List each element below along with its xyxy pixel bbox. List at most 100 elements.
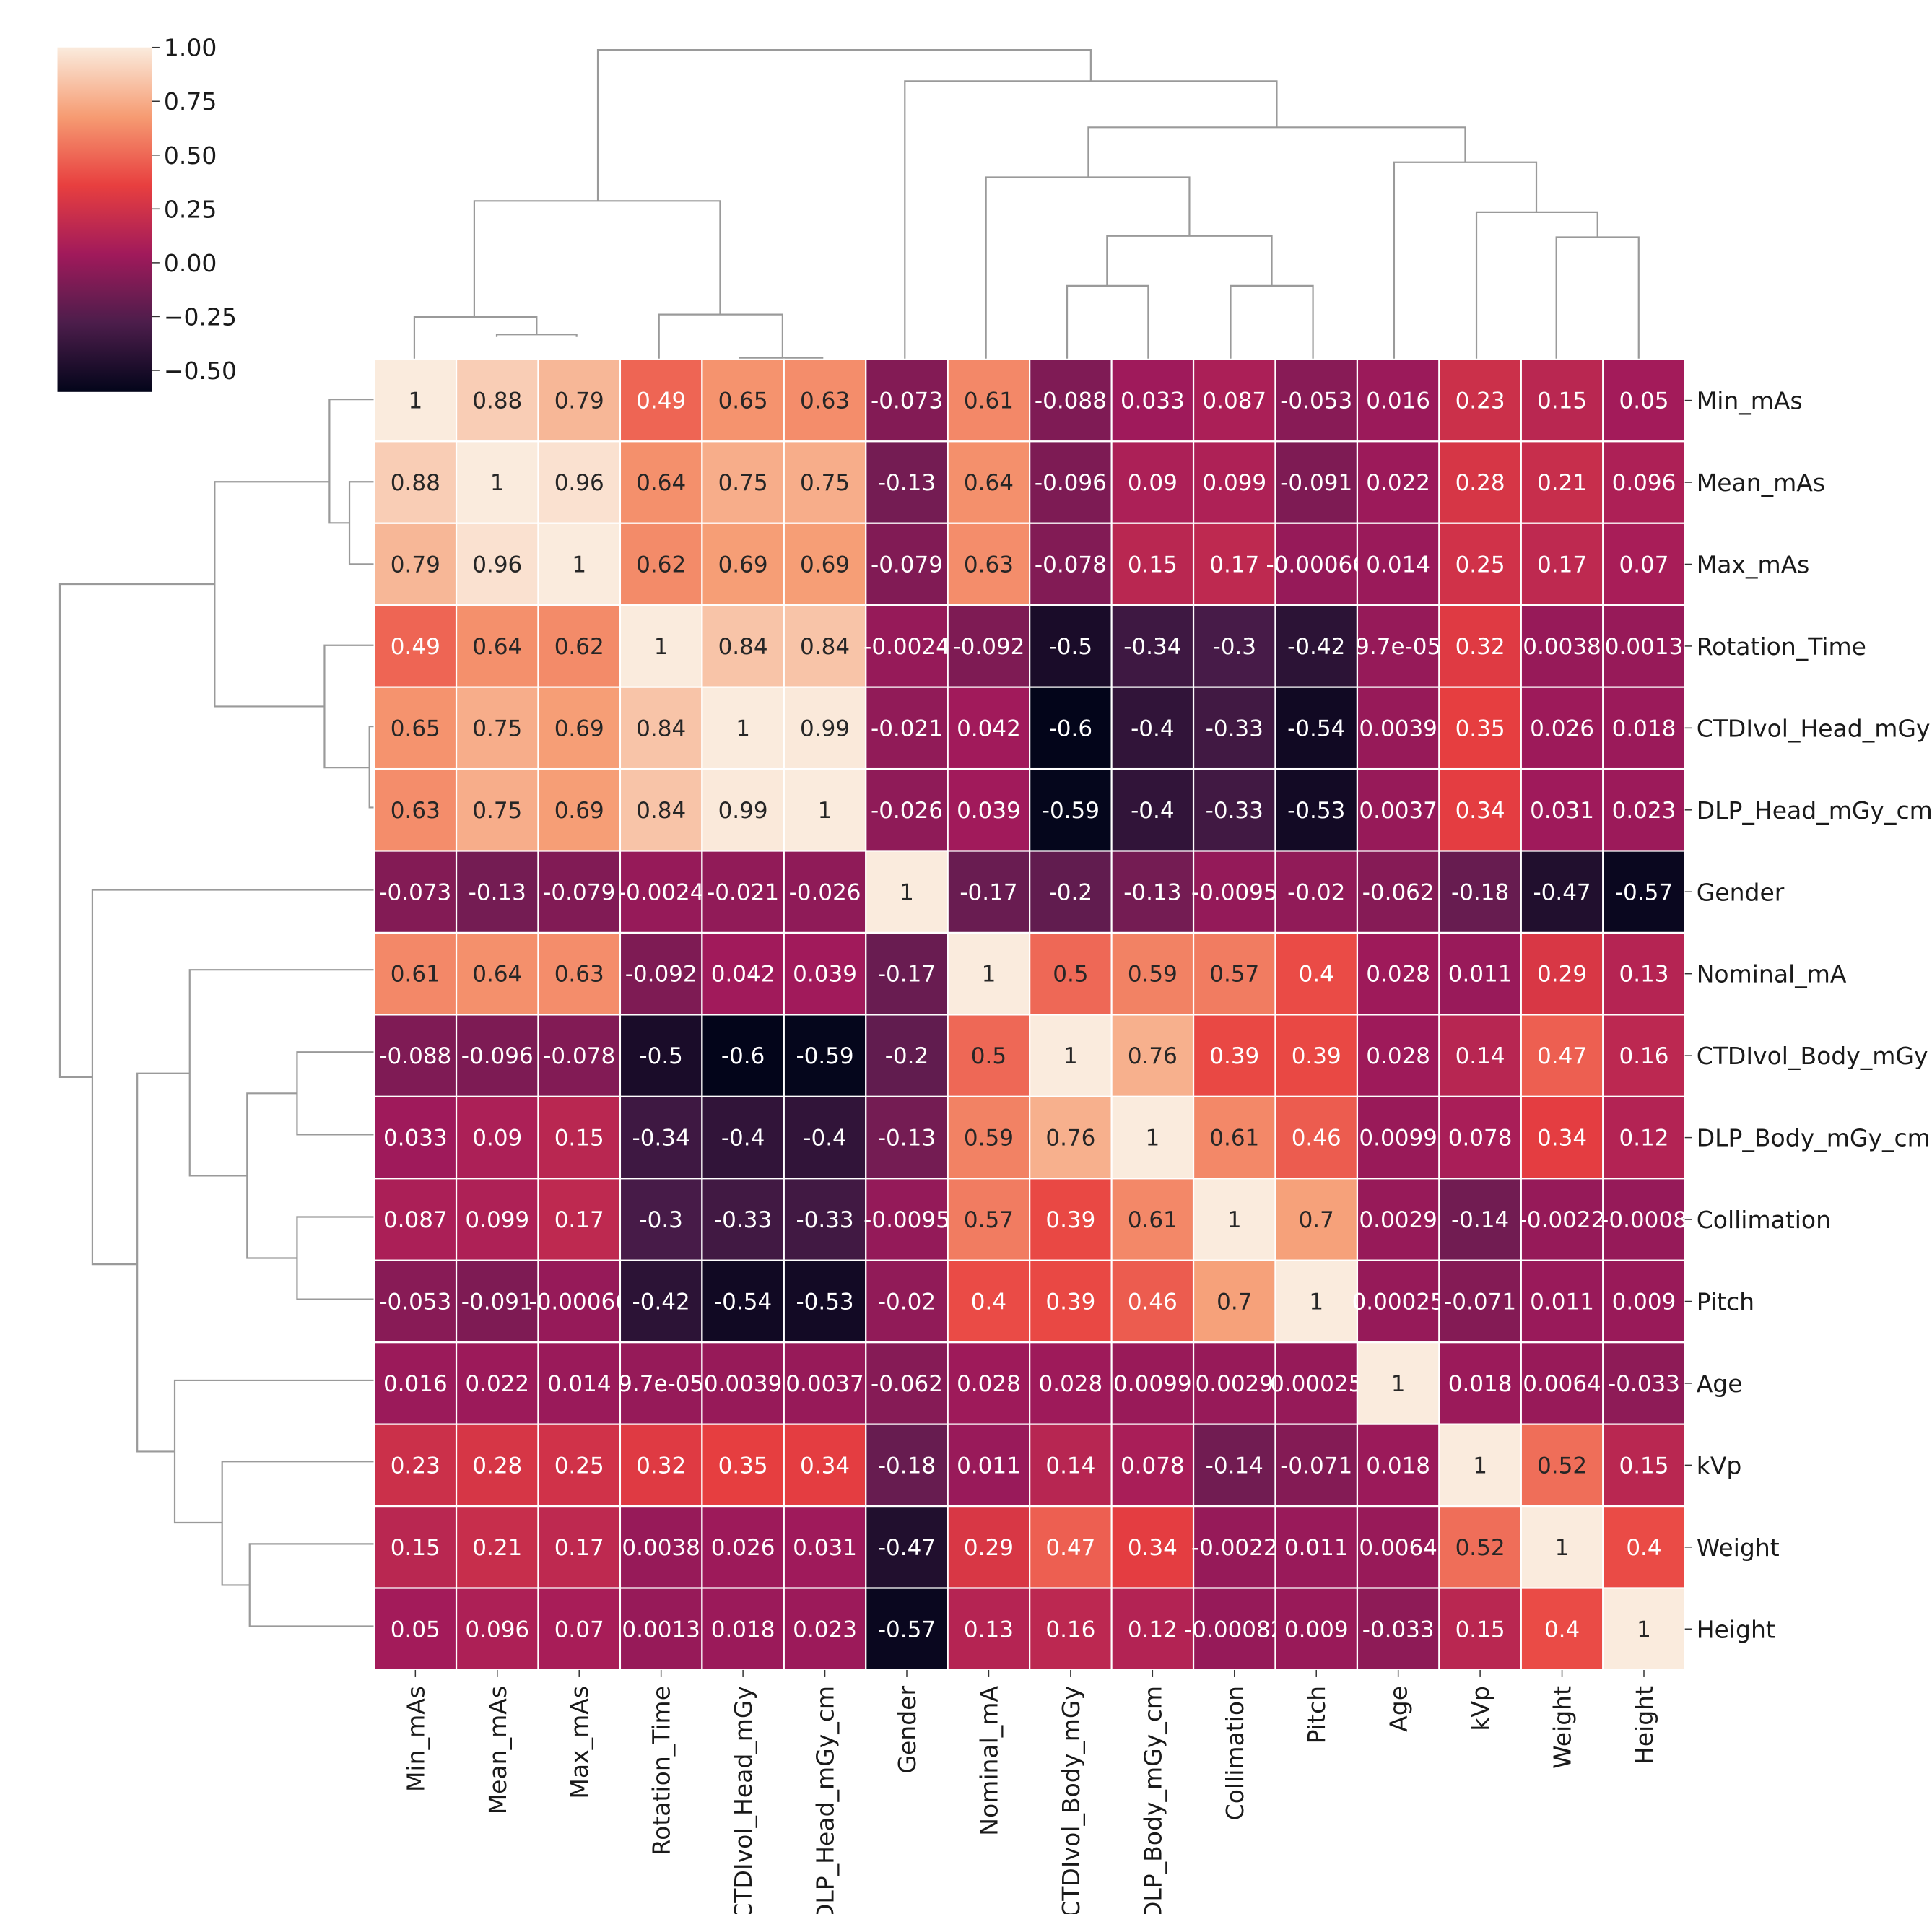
heatmap-cell	[947, 1014, 1031, 1097]
heatmap-cell	[1029, 1341, 1113, 1425]
heatmap-cell	[783, 850, 867, 934]
cell-value-label: -0.00066	[1266, 552, 1367, 578]
x-tick-label: Mean_mAs	[484, 1686, 512, 1814]
heatmap-cell	[783, 440, 867, 524]
heatmap-cell	[1029, 1259, 1113, 1344]
cell-value-label: 0.35	[1455, 715, 1505, 741]
cell-value-label: -0.2	[885, 1043, 929, 1069]
heatmap-cell	[783, 1341, 867, 1425]
cell-value-label: 0.07	[1619, 552, 1668, 578]
cell-value-label: 0.078	[1121, 1453, 1185, 1479]
heatmap-cell	[1438, 1259, 1522, 1344]
cell-value-label: -0.3	[1213, 634, 1257, 660]
heatmap-cell	[1520, 604, 1604, 688]
cell-value-label: 0.15	[554, 1126, 604, 1152]
cell-value-label: 0.0064	[1359, 1535, 1437, 1561]
heatmap-cell	[455, 604, 539, 688]
dendrogram-link	[58, 583, 215, 1078]
heatmap-cell	[373, 686, 458, 770]
y-tick-label: DLP_Head_mGy_cm	[1697, 796, 1932, 825]
cell-value-label: 0.61	[964, 388, 1014, 414]
cell-value-label: -0.088	[379, 1043, 451, 1069]
dendrogram-link	[1393, 161, 1538, 360]
cell-value-label: 1	[1637, 1617, 1651, 1643]
heatmap-cell	[1520, 1423, 1604, 1508]
heatmap-cell	[1602, 686, 1686, 770]
cell-value-label: 0.62	[554, 634, 604, 660]
cell-value-label: -0.0022	[1191, 1535, 1278, 1561]
cell-value-label: 0.32	[636, 1453, 686, 1479]
x-tick-label: kVp	[1466, 1686, 1494, 1731]
cell-value-label: 0.15	[1537, 388, 1587, 414]
heatmap-cell	[783, 1505, 867, 1589]
cell-value-label: 9.7e-05	[1355, 634, 1441, 660]
cell-value-label: 0.13	[1619, 962, 1668, 988]
y-tick-label: Min_mAs	[1697, 387, 1803, 415]
dendrogram-link	[221, 1461, 375, 1586]
cell-value-label: 0.0037	[1359, 798, 1437, 824]
cell-value-label: 0.99	[800, 715, 850, 741]
heatmap-cell	[947, 1587, 1031, 1671]
heatmap-cell	[1274, 850, 1359, 934]
heatmap-cell	[537, 604, 622, 688]
cell-value-label: 0.21	[1537, 470, 1587, 496]
cell-value-label: 0.23	[1455, 388, 1505, 414]
cell-value-label: 0.84	[636, 715, 686, 741]
cell-value-label: 0.15	[1455, 1617, 1505, 1643]
cell-value-label: 0.64	[964, 470, 1014, 496]
cell-value-label: 1	[1473, 1453, 1487, 1479]
x-tick-label: Rotation_Time	[648, 1686, 676, 1856]
heatmap-cell	[619, 686, 703, 770]
cell-value-label: 0.69	[800, 552, 850, 578]
cell-value-label: -0.14	[1206, 1453, 1263, 1479]
cell-value-label: 0.0038	[622, 1535, 700, 1561]
cell-value-label: -0.6	[721, 1043, 765, 1069]
cell-value-label: 0.014	[547, 1371, 612, 1397]
cell-value-label: 0.028	[1039, 1371, 1103, 1397]
cell-value-label: 1	[1309, 1289, 1323, 1315]
cell-value-label: 0.59	[1128, 962, 1178, 988]
cell-value-label: 0.29	[964, 1535, 1014, 1561]
dendrogram-link	[1475, 211, 1598, 360]
heatmap-cell	[1274, 1178, 1359, 1261]
cell-value-label: 0.65	[718, 388, 768, 414]
cell-value-label: 0.96	[554, 470, 604, 496]
heatmap-cell	[1520, 1095, 1604, 1180]
cell-value-label: 0.52	[1455, 1535, 1505, 1561]
y-tick-label: Mean_mAs	[1697, 469, 1825, 497]
cell-value-label: -0.2	[1049, 879, 1093, 905]
cell-value-label: 1	[818, 798, 832, 824]
dendrogram-link	[1106, 235, 1273, 286]
heatmap-cell	[783, 1259, 867, 1344]
heatmap-cell	[701, 931, 785, 1016]
heatmap-cell	[619, 440, 703, 524]
cell-value-label: 0.039	[793, 962, 857, 988]
dendrogram-link	[296, 1051, 375, 1136]
cell-value-label: -0.096	[461, 1043, 534, 1069]
cell-value-label: 0.64	[472, 962, 522, 988]
cell-value-label: 0.0039	[1359, 715, 1437, 741]
cell-value-label: 9.7e-05	[618, 1371, 704, 1397]
cell-value-label: 0.011	[1530, 1289, 1594, 1315]
cell-value-label: 0.022	[1366, 470, 1430, 496]
cell-value-label: -0.17	[960, 879, 1017, 905]
cell-value-label: -0.079	[871, 552, 943, 578]
cell-value-label: 1	[1063, 1043, 1078, 1069]
dendrogram-link	[1230, 284, 1314, 360]
heatmap-cell	[1029, 1423, 1113, 1508]
dendrogram-link	[323, 644, 375, 769]
cell-value-label: 0.042	[957, 715, 1021, 741]
cell-value-label: 0.4	[1544, 1617, 1580, 1643]
cell-value-label: 0.028	[957, 1371, 1021, 1397]
heatmap-cell	[1110, 1014, 1195, 1097]
cell-value-label: 0.35	[718, 1453, 768, 1479]
heatmap-cell	[1602, 1095, 1686, 1180]
heatmap-cell	[1274, 522, 1359, 606]
heatmap-cell	[865, 1014, 949, 1097]
heatmap-cell	[783, 931, 867, 1016]
heatmap-cell	[1356, 604, 1440, 688]
cell-value-label: 0.76	[1045, 1126, 1095, 1152]
cell-value-label: 0.0037	[786, 1371, 863, 1397]
cell-value-label: -0.33	[796, 1207, 853, 1233]
